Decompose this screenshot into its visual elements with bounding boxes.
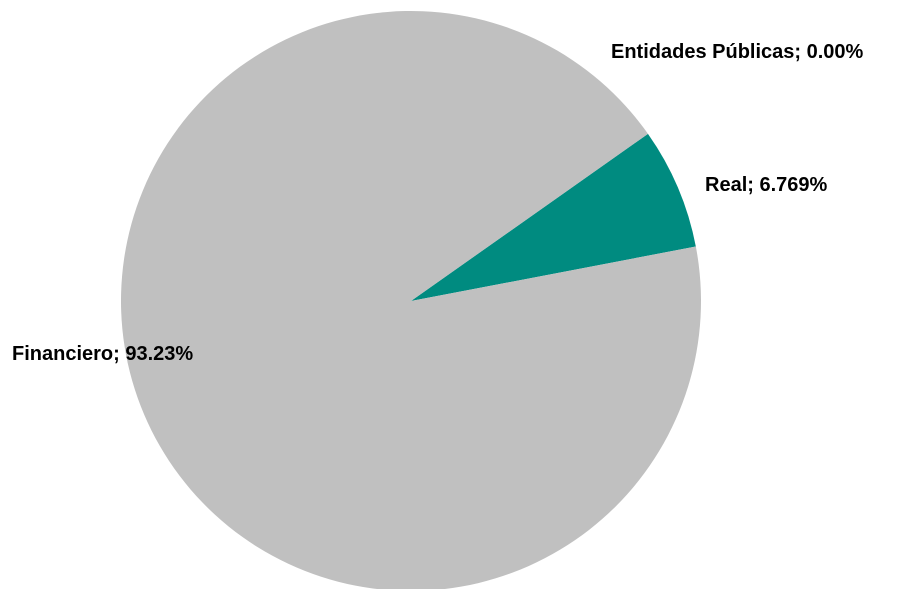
pie-slice-real	[411, 133, 696, 301]
slice-label-entidades-publicas: Entidades Públicas; 0.00%	[611, 41, 864, 63]
pie-slice-financiero	[121, 11, 701, 589]
pie-labels: Entidades Públicas; 0.00% Real; 6.769% F…	[12, 41, 864, 365]
slice-label-real: Real; 6.769%	[705, 174, 828, 196]
pie-slices	[121, 11, 701, 589]
slice-label-financiero: Financiero; 93.23%	[12, 343, 193, 365]
